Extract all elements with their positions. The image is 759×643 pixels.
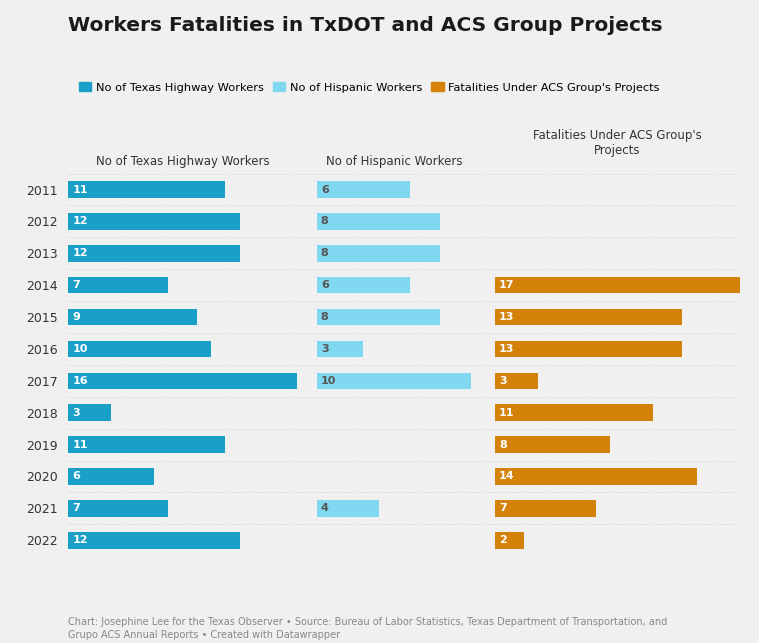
- Bar: [317, 181, 410, 198]
- Bar: [68, 532, 240, 548]
- Bar: [68, 309, 197, 325]
- Text: 4: 4: [321, 503, 329, 513]
- Text: 8: 8: [499, 440, 506, 449]
- Text: 10: 10: [72, 344, 88, 354]
- Text: 6: 6: [321, 280, 329, 290]
- Text: 13: 13: [499, 312, 515, 322]
- Bar: [495, 437, 610, 453]
- Text: 8: 8: [321, 248, 329, 258]
- Text: 12: 12: [72, 248, 88, 258]
- Bar: [68, 341, 211, 358]
- Bar: [68, 404, 111, 421]
- Bar: [495, 309, 682, 325]
- Bar: [495, 372, 538, 389]
- Text: 7: 7: [72, 503, 80, 513]
- Text: 11: 11: [72, 440, 88, 449]
- Bar: [495, 468, 697, 485]
- Text: 3: 3: [499, 376, 506, 386]
- Text: Fatalities Under ACS Group's
Projects: Fatalities Under ACS Group's Projects: [533, 129, 702, 157]
- Bar: [317, 372, 471, 389]
- Bar: [68, 213, 240, 230]
- Bar: [68, 437, 225, 453]
- Bar: [68, 245, 240, 262]
- Text: 3: 3: [321, 344, 329, 354]
- Bar: [317, 309, 440, 325]
- Text: 11: 11: [499, 408, 515, 418]
- Text: 16: 16: [72, 376, 88, 386]
- Bar: [317, 341, 364, 358]
- Text: 12: 12: [72, 535, 88, 545]
- Bar: [495, 500, 596, 517]
- Text: 17: 17: [499, 280, 515, 290]
- Bar: [68, 372, 297, 389]
- Text: Chart: Josephine Lee for the Texas Observer • Source: Bureau of Labor Statistics: Chart: Josephine Lee for the Texas Obser…: [68, 617, 668, 640]
- Text: 7: 7: [72, 280, 80, 290]
- Bar: [68, 181, 225, 198]
- Bar: [495, 277, 740, 293]
- Text: Workers Fatalities in TxDOT and ACS Group Projects: Workers Fatalities in TxDOT and ACS Grou…: [68, 16, 663, 35]
- Text: 7: 7: [499, 503, 506, 513]
- Bar: [317, 245, 440, 262]
- Bar: [495, 341, 682, 358]
- Text: 2: 2: [499, 535, 506, 545]
- Text: 6: 6: [321, 185, 329, 195]
- Bar: [317, 277, 410, 293]
- Bar: [317, 500, 379, 517]
- Text: 6: 6: [72, 471, 80, 482]
- Bar: [495, 404, 653, 421]
- Text: 8: 8: [321, 312, 329, 322]
- Text: 9: 9: [72, 312, 80, 322]
- Bar: [68, 468, 154, 485]
- Bar: [68, 500, 168, 517]
- Text: 13: 13: [499, 344, 515, 354]
- Text: 3: 3: [72, 408, 80, 418]
- Text: 8: 8: [321, 217, 329, 226]
- Text: No of Hispanic Workers: No of Hispanic Workers: [326, 155, 462, 168]
- Legend: No of Texas Highway Workers, No of Hispanic Workers, Fatalities Under ACS Group': No of Texas Highway Workers, No of Hispa…: [74, 78, 664, 97]
- Text: 11: 11: [72, 185, 88, 195]
- Text: 10: 10: [321, 376, 336, 386]
- Text: No of Texas Highway Workers: No of Texas Highway Workers: [96, 155, 269, 168]
- Bar: [317, 213, 440, 230]
- Text: 12: 12: [72, 217, 88, 226]
- Text: 14: 14: [499, 471, 515, 482]
- Bar: [68, 277, 168, 293]
- Bar: [495, 532, 524, 548]
